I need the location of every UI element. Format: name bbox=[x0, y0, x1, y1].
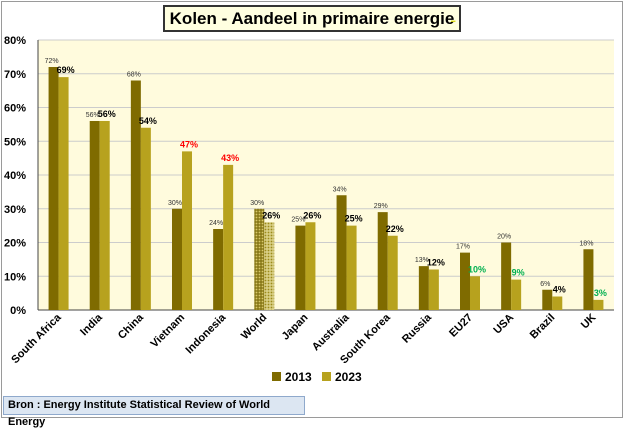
data-label-2013: 20% bbox=[497, 234, 511, 241]
x-tick-label: UK bbox=[579, 312, 599, 332]
y-tick-label: 50% bbox=[4, 136, 26, 148]
data-label-2013: 13% bbox=[415, 257, 429, 264]
bar-2013 bbox=[583, 249, 594, 310]
title-trail: ... bbox=[450, 14, 455, 24]
bar-2013 bbox=[418, 266, 429, 310]
data-label-2023: 25% bbox=[345, 214, 363, 224]
y-tick-label: 40% bbox=[4, 170, 26, 182]
x-tick-label: Australia bbox=[310, 311, 352, 353]
bar-2013 bbox=[48, 67, 59, 310]
data-label-2023: 54% bbox=[139, 116, 157, 126]
bar-2023 bbox=[511, 279, 522, 310]
legend-swatch-2023 bbox=[322, 372, 331, 381]
y-tick-label: 20% bbox=[4, 238, 26, 250]
x-tick-label: Japan bbox=[280, 311, 311, 342]
data-label-2023: 26% bbox=[262, 210, 280, 220]
data-label-2023: 3% bbox=[594, 288, 607, 298]
data-label-2023: 26% bbox=[303, 210, 321, 220]
data-label-2023: 69% bbox=[57, 65, 75, 75]
legend-label-2013: 2013 bbox=[285, 370, 312, 384]
bar-2013 bbox=[130, 80, 141, 310]
legend-label-2023: 2023 bbox=[335, 370, 362, 384]
y-tick-label: 70% bbox=[4, 69, 26, 81]
bar-2013 bbox=[172, 208, 182, 310]
data-label-2013: 30% bbox=[250, 200, 264, 207]
legend-swatch-2013 bbox=[272, 372, 281, 381]
bar-2023 bbox=[223, 164, 234, 310]
x-tick-label: Indonesia bbox=[183, 311, 228, 356]
data-label-2013: 56% bbox=[86, 112, 100, 119]
data-label-2023: 56% bbox=[98, 109, 116, 119]
data-label-2013: 17% bbox=[456, 244, 470, 251]
x-tick-label: Brazil bbox=[528, 312, 558, 342]
bar-2013 bbox=[377, 212, 388, 310]
x-tick-label: India bbox=[78, 311, 105, 338]
bar-2013 bbox=[254, 208, 265, 310]
data-label-2013: 34% bbox=[333, 186, 347, 193]
data-label-2013: 30% bbox=[168, 200, 182, 207]
data-label-2013: 6% bbox=[540, 281, 550, 288]
bar-2013 bbox=[89, 121, 100, 310]
chart-title-box: Kolen - Aandeel in primaire energie... bbox=[163, 5, 461, 32]
source-note: Bron : Energy Institute Statistical Revi… bbox=[3, 396, 305, 428]
bar-2023 bbox=[428, 269, 439, 310]
x-tick-label: World bbox=[239, 312, 269, 342]
bar-2013 bbox=[501, 242, 512, 310]
bar-2023 bbox=[593, 299, 604, 310]
data-label-2023: 43% bbox=[221, 153, 239, 163]
bar-2013 bbox=[460, 252, 470, 310]
data-label-2013: 72% bbox=[45, 58, 59, 65]
bar-2023 bbox=[387, 235, 398, 310]
x-tick-label: China bbox=[116, 311, 147, 342]
y-tick-label: 0% bbox=[10, 305, 26, 317]
x-tick-label: Russia bbox=[400, 311, 435, 346]
y-tick-label: 10% bbox=[4, 271, 26, 283]
bar-2023 bbox=[182, 151, 192, 310]
bar-2023 bbox=[552, 296, 563, 310]
x-tick-label: EU27 bbox=[447, 312, 475, 340]
data-label-2023: 47% bbox=[180, 139, 198, 149]
bar-2023 bbox=[305, 222, 316, 310]
bar-2023 bbox=[264, 222, 275, 310]
bar-2023 bbox=[99, 121, 110, 310]
bar-2023 bbox=[58, 77, 69, 310]
x-tick-label: South Africa bbox=[9, 311, 64, 366]
y-tick-label: 60% bbox=[4, 103, 26, 115]
data-label-2013: 18% bbox=[579, 240, 593, 247]
chart-title: Kolen - Aandeel in primaire energie bbox=[169, 9, 455, 28]
data-label-2013: 68% bbox=[127, 72, 141, 79]
data-label-2013: 29% bbox=[374, 203, 388, 210]
data-label-2023: 12% bbox=[427, 258, 445, 268]
y-tick-label: 30% bbox=[4, 204, 26, 216]
data-label-2023: 4% bbox=[553, 285, 566, 295]
bar-2013 bbox=[336, 195, 347, 310]
data-label-2013: 25% bbox=[291, 217, 305, 224]
bar-2013 bbox=[295, 225, 306, 310]
data-label-2023: 22% bbox=[386, 224, 404, 234]
x-tick-label: USA bbox=[491, 312, 516, 337]
bar-chart: 0% 10% 20% 30% 40% 50% 60% 70% 80% 72%69% South Af… bbox=[4, 35, 614, 384]
data-label-2023: 10% bbox=[468, 264, 486, 274]
y-tick-label: 80% bbox=[4, 35, 26, 47]
data-label-2023: 9% bbox=[512, 268, 525, 278]
bar-2013 bbox=[542, 289, 553, 310]
bar-2023 bbox=[470, 276, 480, 310]
x-tick-label: Vietnam bbox=[149, 311, 188, 350]
bar-2023 bbox=[140, 127, 151, 310]
bar-2023 bbox=[346, 225, 357, 310]
data-label-2013: 24% bbox=[209, 220, 223, 227]
bar-2013 bbox=[213, 229, 224, 310]
